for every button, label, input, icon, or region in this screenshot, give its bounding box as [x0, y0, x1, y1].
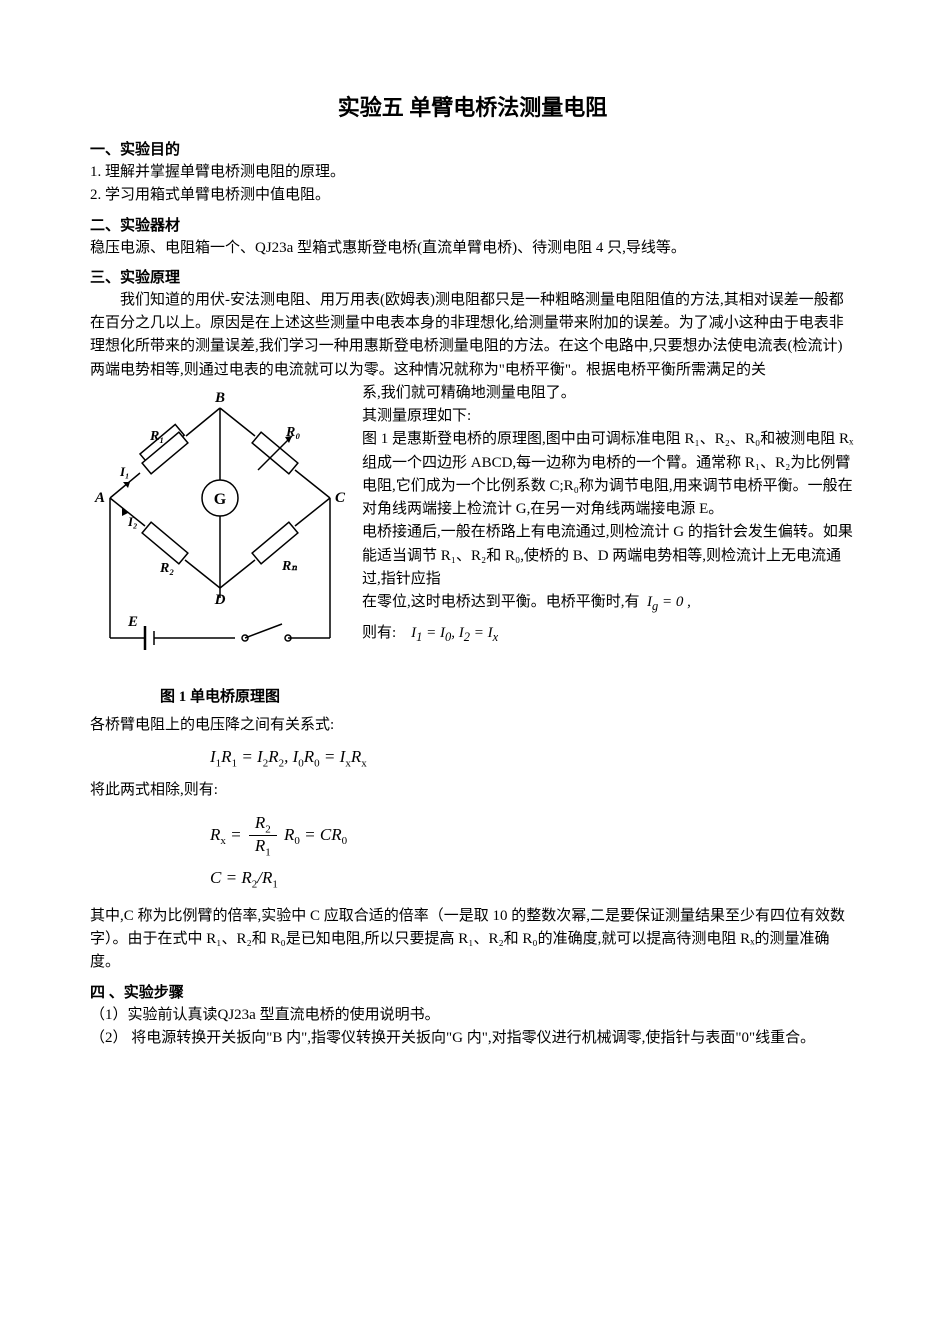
principle-p4b: , [687, 594, 691, 610]
principle-p4a: 在零位,这时电桥达到平衡。电桥平衡时,有 [362, 594, 640, 610]
principle-p6: 各桥臂电阻上的电压降之间有关系式: [90, 714, 855, 737]
principle-p4: 在零位,这时电桥达到平衡。电桥平衡时,有 Ig = 0 , [362, 591, 855, 616]
figure-and-text-section: G B A C D E R₁ R₀ R₂ [90, 382, 855, 706]
node-d-label: D [214, 592, 226, 608]
page-title: 实验五 单臂电桥法测量电阻 [90, 90, 855, 122]
figure-1-box: G B A C D E R₁ R₀ R₂ [90, 388, 350, 706]
figure-caption: 图 1 单电桥原理图 [90, 685, 350, 706]
r1-label: R₁ [149, 429, 164, 444]
principle-p8: 其中,C 称为比例臂的倍率,实验中 C 应取合适的倍率（一是取 10 的整数次幂… [90, 905, 855, 975]
eq-currents: I1 = I0, I2 = Ix [411, 625, 498, 641]
steps-heading: 四 、实验步骤 [90, 981, 855, 1002]
principle-p5: 则有: [362, 625, 396, 641]
circuit-diagram-svg: G B A C D E R₁ R₀ R₂ [90, 388, 350, 678]
eq-ig-zero: Ig = 0 [643, 594, 683, 610]
node-a-label: A [94, 490, 105, 506]
node-b-label: B [214, 390, 225, 406]
r2-label: R₂ [159, 561, 174, 576]
g-label: G [214, 491, 227, 508]
i1-label: I₁ [119, 464, 130, 479]
principle-heading: 三、实验原理 [90, 266, 855, 287]
eq-c: C = R2/R1 [210, 868, 855, 890]
principle-p2: 图 1 是惠斯登电桥的原理图,图中由可调标准电阻 R₁、R₂、R₀和被测电阻 R… [362, 428, 855, 521]
purpose-heading: 一、实验目的 [90, 138, 855, 159]
purpose-item-1: 1. 理解并掌握单臂电桥测电阻的原理。 [90, 161, 855, 184]
equipment-text: 稳压电源、电阻箱一个、QJ23a 型箱式惠斯登电桥(直流单臂电桥)、待测电阻 4… [90, 237, 855, 260]
eq-rx: Rx = R2 R1 R0 = CR0 [210, 813, 855, 859]
purpose-item-2: 2. 学习用箱式单臂电桥测中值电阻。 [90, 184, 855, 207]
principle-p7: 将此两式相除,则有: [90, 779, 855, 802]
eq-voltages: I1R1 = I2R2, I0R0 = IxRx [210, 747, 855, 769]
step-2: （2） 将电源转换开关扳向"B 内",指零仪转换开关扳向"G 内",对指零仪进行… [90, 1027, 855, 1050]
equipment-heading: 二、实验器材 [90, 214, 855, 235]
principle-p2-intro: 其测量原理如下: [362, 405, 855, 428]
principle-p1: 我们知道的用伏-安法测电阻、用万用表(欧姆表)测电阻都只是一种粗略测量电阻阻值的… [90, 289, 855, 382]
rn-label: Rₙ [281, 559, 297, 574]
battery-e-label: E [127, 614, 138, 630]
principle-cont: 系,我们就可精确地测量电阻了。 [362, 382, 855, 405]
r0-label: R₀ [285, 425, 300, 440]
principle-p3: 电桥接通后,一般在桥路上有电流通过,则检流计 G 的指针会发生偏转。如果能适当调… [362, 521, 855, 591]
i2-label: I₂ [127, 514, 138, 529]
node-c-label: C [335, 490, 346, 506]
principle-p5-line: 则有: I1 = I0, I2 = Ix [362, 622, 855, 647]
step-1: （1）实验前认真读QJ23a 型直流电桥的使用说明书。 [90, 1004, 855, 1027]
